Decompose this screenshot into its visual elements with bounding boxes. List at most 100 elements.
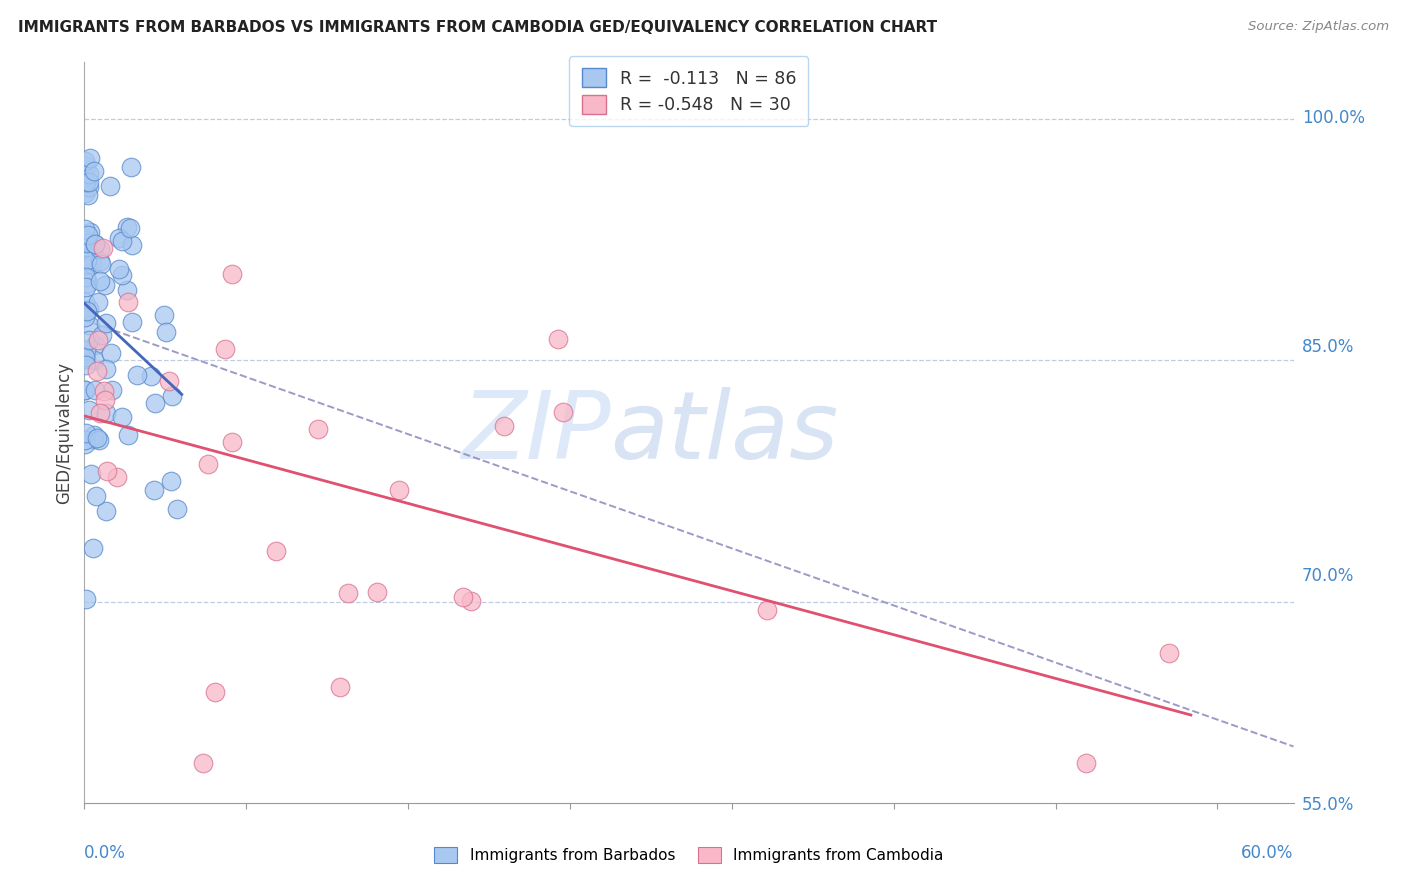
- Point: [87, 433, 110, 447]
- Point: [756, 603, 779, 617]
- Point: [89, 253, 111, 268]
- Point: [77, 167, 100, 181]
- Point: [77, 227, 100, 242]
- Point: [547, 332, 569, 346]
- Point: [83, 237, 105, 252]
- Point: [87, 333, 110, 347]
- Point: [89, 274, 111, 288]
- Point: [139, 368, 162, 383]
- Point: [221, 435, 243, 450]
- Point: [93, 384, 115, 398]
- Point: [160, 474, 183, 488]
- Point: [108, 231, 131, 245]
- Point: [90, 257, 112, 271]
- Point: [204, 684, 226, 698]
- Point: [460, 594, 482, 608]
- Point: [83, 163, 105, 178]
- Point: [89, 406, 111, 420]
- Point: [142, 483, 165, 497]
- Y-axis label: GED/Equivalency: GED/Equivalency: [55, 361, 73, 504]
- Point: [111, 268, 134, 283]
- Point: [111, 234, 134, 248]
- Point: [75, 591, 97, 606]
- Point: [94, 316, 117, 330]
- Point: [159, 375, 181, 389]
- Point: [76, 252, 98, 267]
- Point: [1159, 646, 1181, 660]
- Point: [83, 432, 105, 446]
- Point: [492, 418, 515, 433]
- Point: [75, 352, 97, 367]
- Point: [117, 294, 139, 309]
- Point: [75, 433, 97, 447]
- Point: [143, 396, 166, 410]
- Point: [115, 283, 138, 297]
- Point: [266, 543, 288, 558]
- Point: [100, 346, 122, 360]
- Point: [87, 295, 110, 310]
- Point: [73, 383, 96, 397]
- Point: [77, 175, 100, 189]
- Point: [73, 222, 96, 236]
- Point: [73, 295, 96, 310]
- Point: [83, 353, 105, 368]
- Point: [127, 368, 149, 382]
- Point: [76, 236, 98, 251]
- Point: [77, 302, 100, 317]
- Point: [91, 328, 114, 343]
- Point: [82, 257, 104, 271]
- Point: [96, 362, 118, 376]
- Point: [75, 358, 97, 372]
- Point: [153, 308, 176, 322]
- Point: [83, 338, 105, 352]
- Point: [329, 680, 352, 694]
- Point: [121, 315, 143, 329]
- Text: 60.0%: 60.0%: [1241, 844, 1294, 862]
- Point: [108, 262, 131, 277]
- Point: [86, 364, 108, 378]
- Point: [75, 279, 97, 293]
- Point: [337, 585, 360, 599]
- Point: [155, 325, 177, 339]
- Point: [86, 431, 108, 445]
- Point: [80, 467, 103, 481]
- Point: [77, 403, 100, 417]
- Point: [83, 384, 105, 398]
- Point: [79, 225, 101, 239]
- Text: IMMIGRANTS FROM BARBADOS VS IMMIGRANTS FROM CAMBODIA GED/EQUIVALENCY CORRELATION: IMMIGRANTS FROM BARBADOS VS IMMIGRANTS F…: [18, 20, 938, 35]
- Point: [366, 585, 388, 599]
- Point: [221, 267, 243, 281]
- Text: atlas: atlas: [610, 387, 838, 478]
- Point: [121, 160, 143, 174]
- Point: [1074, 756, 1097, 770]
- Point: [73, 233, 96, 247]
- Point: [73, 437, 96, 451]
- Point: [89, 242, 111, 256]
- Text: 0.0%: 0.0%: [84, 844, 127, 862]
- Point: [121, 238, 143, 252]
- Point: [214, 342, 236, 356]
- Point: [94, 406, 117, 420]
- Point: [93, 241, 115, 255]
- Point: [388, 483, 411, 497]
- Point: [83, 237, 105, 252]
- Point: [453, 590, 475, 604]
- Point: [94, 504, 117, 518]
- Point: [111, 410, 134, 425]
- Point: [191, 756, 214, 770]
- Text: ZIP: ZIP: [461, 387, 610, 478]
- Point: [105, 470, 128, 484]
- Point: [73, 186, 96, 200]
- Point: [307, 422, 329, 436]
- Point: [83, 428, 105, 442]
- Point: [160, 389, 183, 403]
- Point: [73, 383, 96, 397]
- Point: [77, 257, 100, 271]
- Point: [82, 541, 104, 555]
- Point: [79, 151, 101, 165]
- Legend: Immigrants from Barbados, Immigrants from Cambodia: Immigrants from Barbados, Immigrants fro…: [429, 841, 949, 869]
- Point: [166, 502, 188, 516]
- Point: [100, 383, 122, 397]
- Point: [75, 351, 97, 365]
- Text: Source: ZipAtlas.com: Source: ZipAtlas.com: [1249, 20, 1389, 33]
